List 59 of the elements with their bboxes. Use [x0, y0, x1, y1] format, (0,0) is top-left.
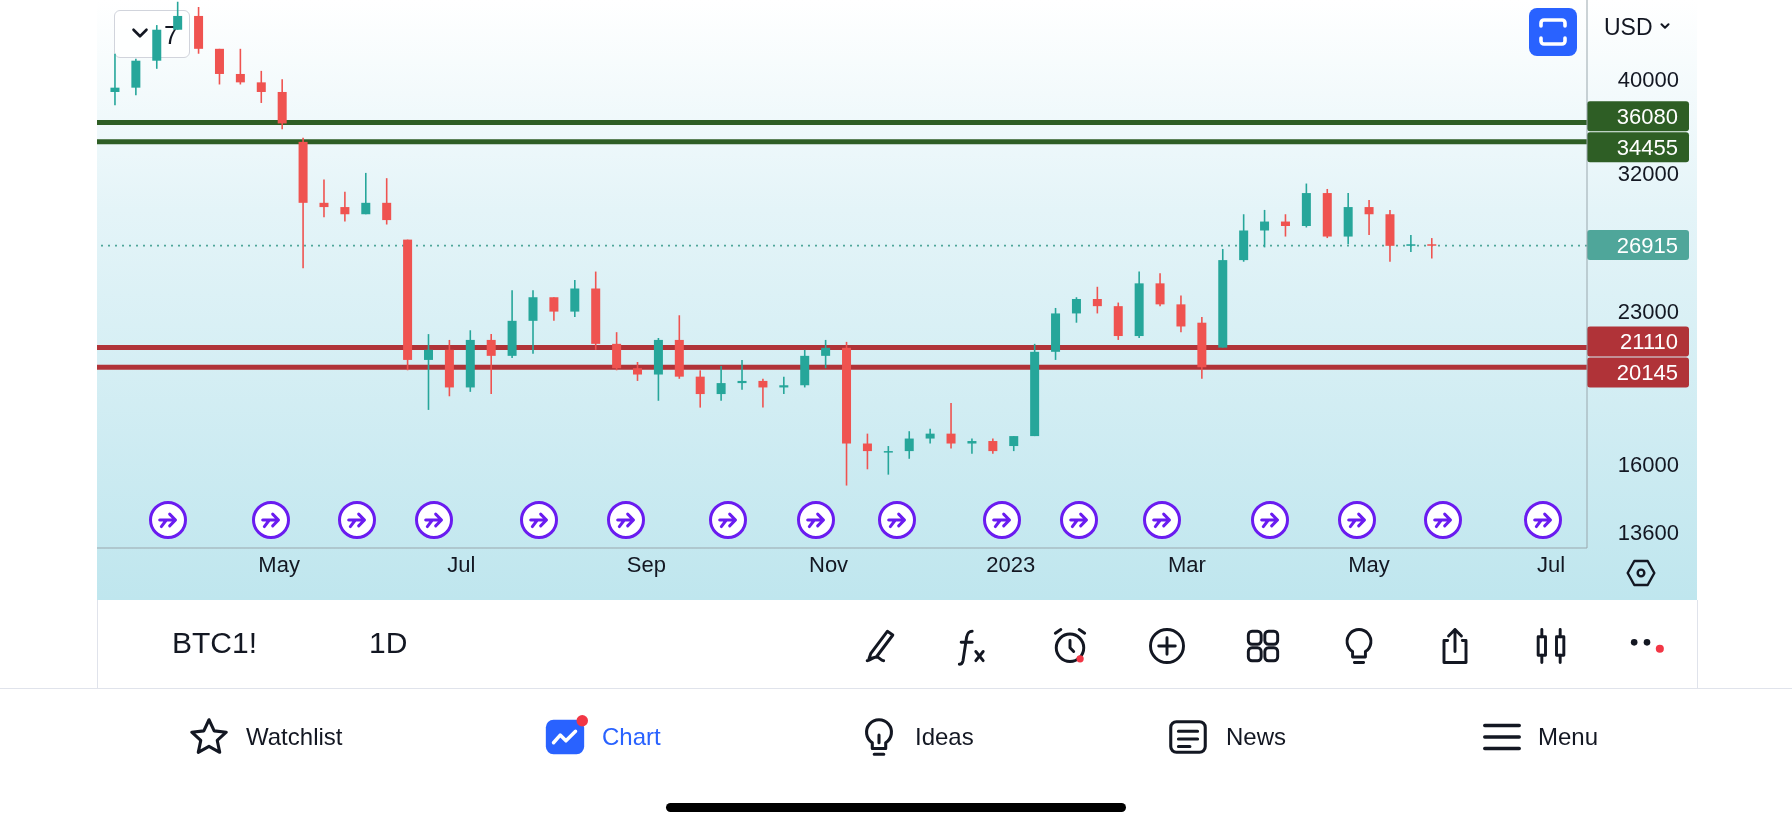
candlestick — [361, 172, 371, 216]
candlestick — [1155, 272, 1165, 307]
x-tick-label: Mar — [1167, 551, 1206, 577]
ref-line-label: 36080 — [1616, 104, 1678, 130]
x-tick-label: Nov — [809, 551, 849, 577]
candlestick — [319, 178, 329, 218]
candlestick — [821, 339, 831, 369]
text: 1D — [369, 626, 408, 659]
candlestick — [1071, 296, 1081, 324]
text: Menu — [1538, 723, 1599, 750]
ref-line-label: 21110 — [1620, 329, 1678, 355]
candlestick — [737, 359, 747, 391]
candlestick — [946, 402, 956, 450]
candlestick — [423, 333, 433, 411]
candlestick — [1092, 285, 1102, 315]
x-tick-label: Jul — [447, 551, 476, 577]
candlestick — [382, 177, 392, 226]
candlestick — [486, 333, 496, 395]
candlestick — [235, 48, 245, 86]
candlestick — [256, 70, 266, 104]
candlestick — [716, 365, 726, 402]
y-tick-label: 23000 — [1617, 299, 1679, 325]
candlestick — [570, 279, 580, 318]
candlestick — [549, 296, 559, 322]
y-tick-label: 32000 — [1617, 160, 1679, 186]
candlestick — [695, 369, 705, 409]
candlestick — [1427, 237, 1437, 260]
text: Chart — [602, 723, 661, 750]
candlestick — [883, 445, 893, 476]
candlestick — [967, 437, 977, 455]
text: Ideas — [915, 723, 974, 750]
text: Watchlist — [246, 723, 343, 750]
candlestick — [862, 432, 872, 471]
candlestick — [1406, 234, 1416, 253]
candlestick — [758, 377, 768, 409]
x-tick-label: May — [258, 551, 300, 577]
text: USD — [1604, 14, 1653, 40]
candlestick — [110, 52, 120, 106]
candlestick — [1280, 213, 1290, 238]
candlestick — [779, 375, 789, 395]
x-tick-label: Sep — [626, 551, 666, 577]
candlestick — [340, 190, 350, 223]
x-tick-label: May — [1348, 551, 1390, 577]
ref-line-label: 20145 — [1616, 360, 1678, 386]
candlestick — [528, 289, 538, 355]
y-tick-label: 13600 — [1617, 520, 1679, 546]
ref-line-label: 34455 — [1616, 135, 1678, 161]
ref-line-label: 26915 — [1616, 233, 1678, 259]
text: News — [1226, 723, 1287, 750]
x-tick-label: 2023 — [986, 551, 1036, 577]
y-tick-label: 40000 — [1617, 67, 1679, 92]
candlestick — [904, 430, 914, 460]
candlestick — [1364, 199, 1374, 236]
candlestick — [1176, 294, 1186, 333]
text: BTC1! — [172, 626, 258, 659]
candlestick — [1260, 209, 1270, 249]
candlestick — [633, 361, 643, 382]
y-tick-label: 16000 — [1617, 451, 1679, 477]
x-tick-label: Jul — [1537, 551, 1566, 577]
